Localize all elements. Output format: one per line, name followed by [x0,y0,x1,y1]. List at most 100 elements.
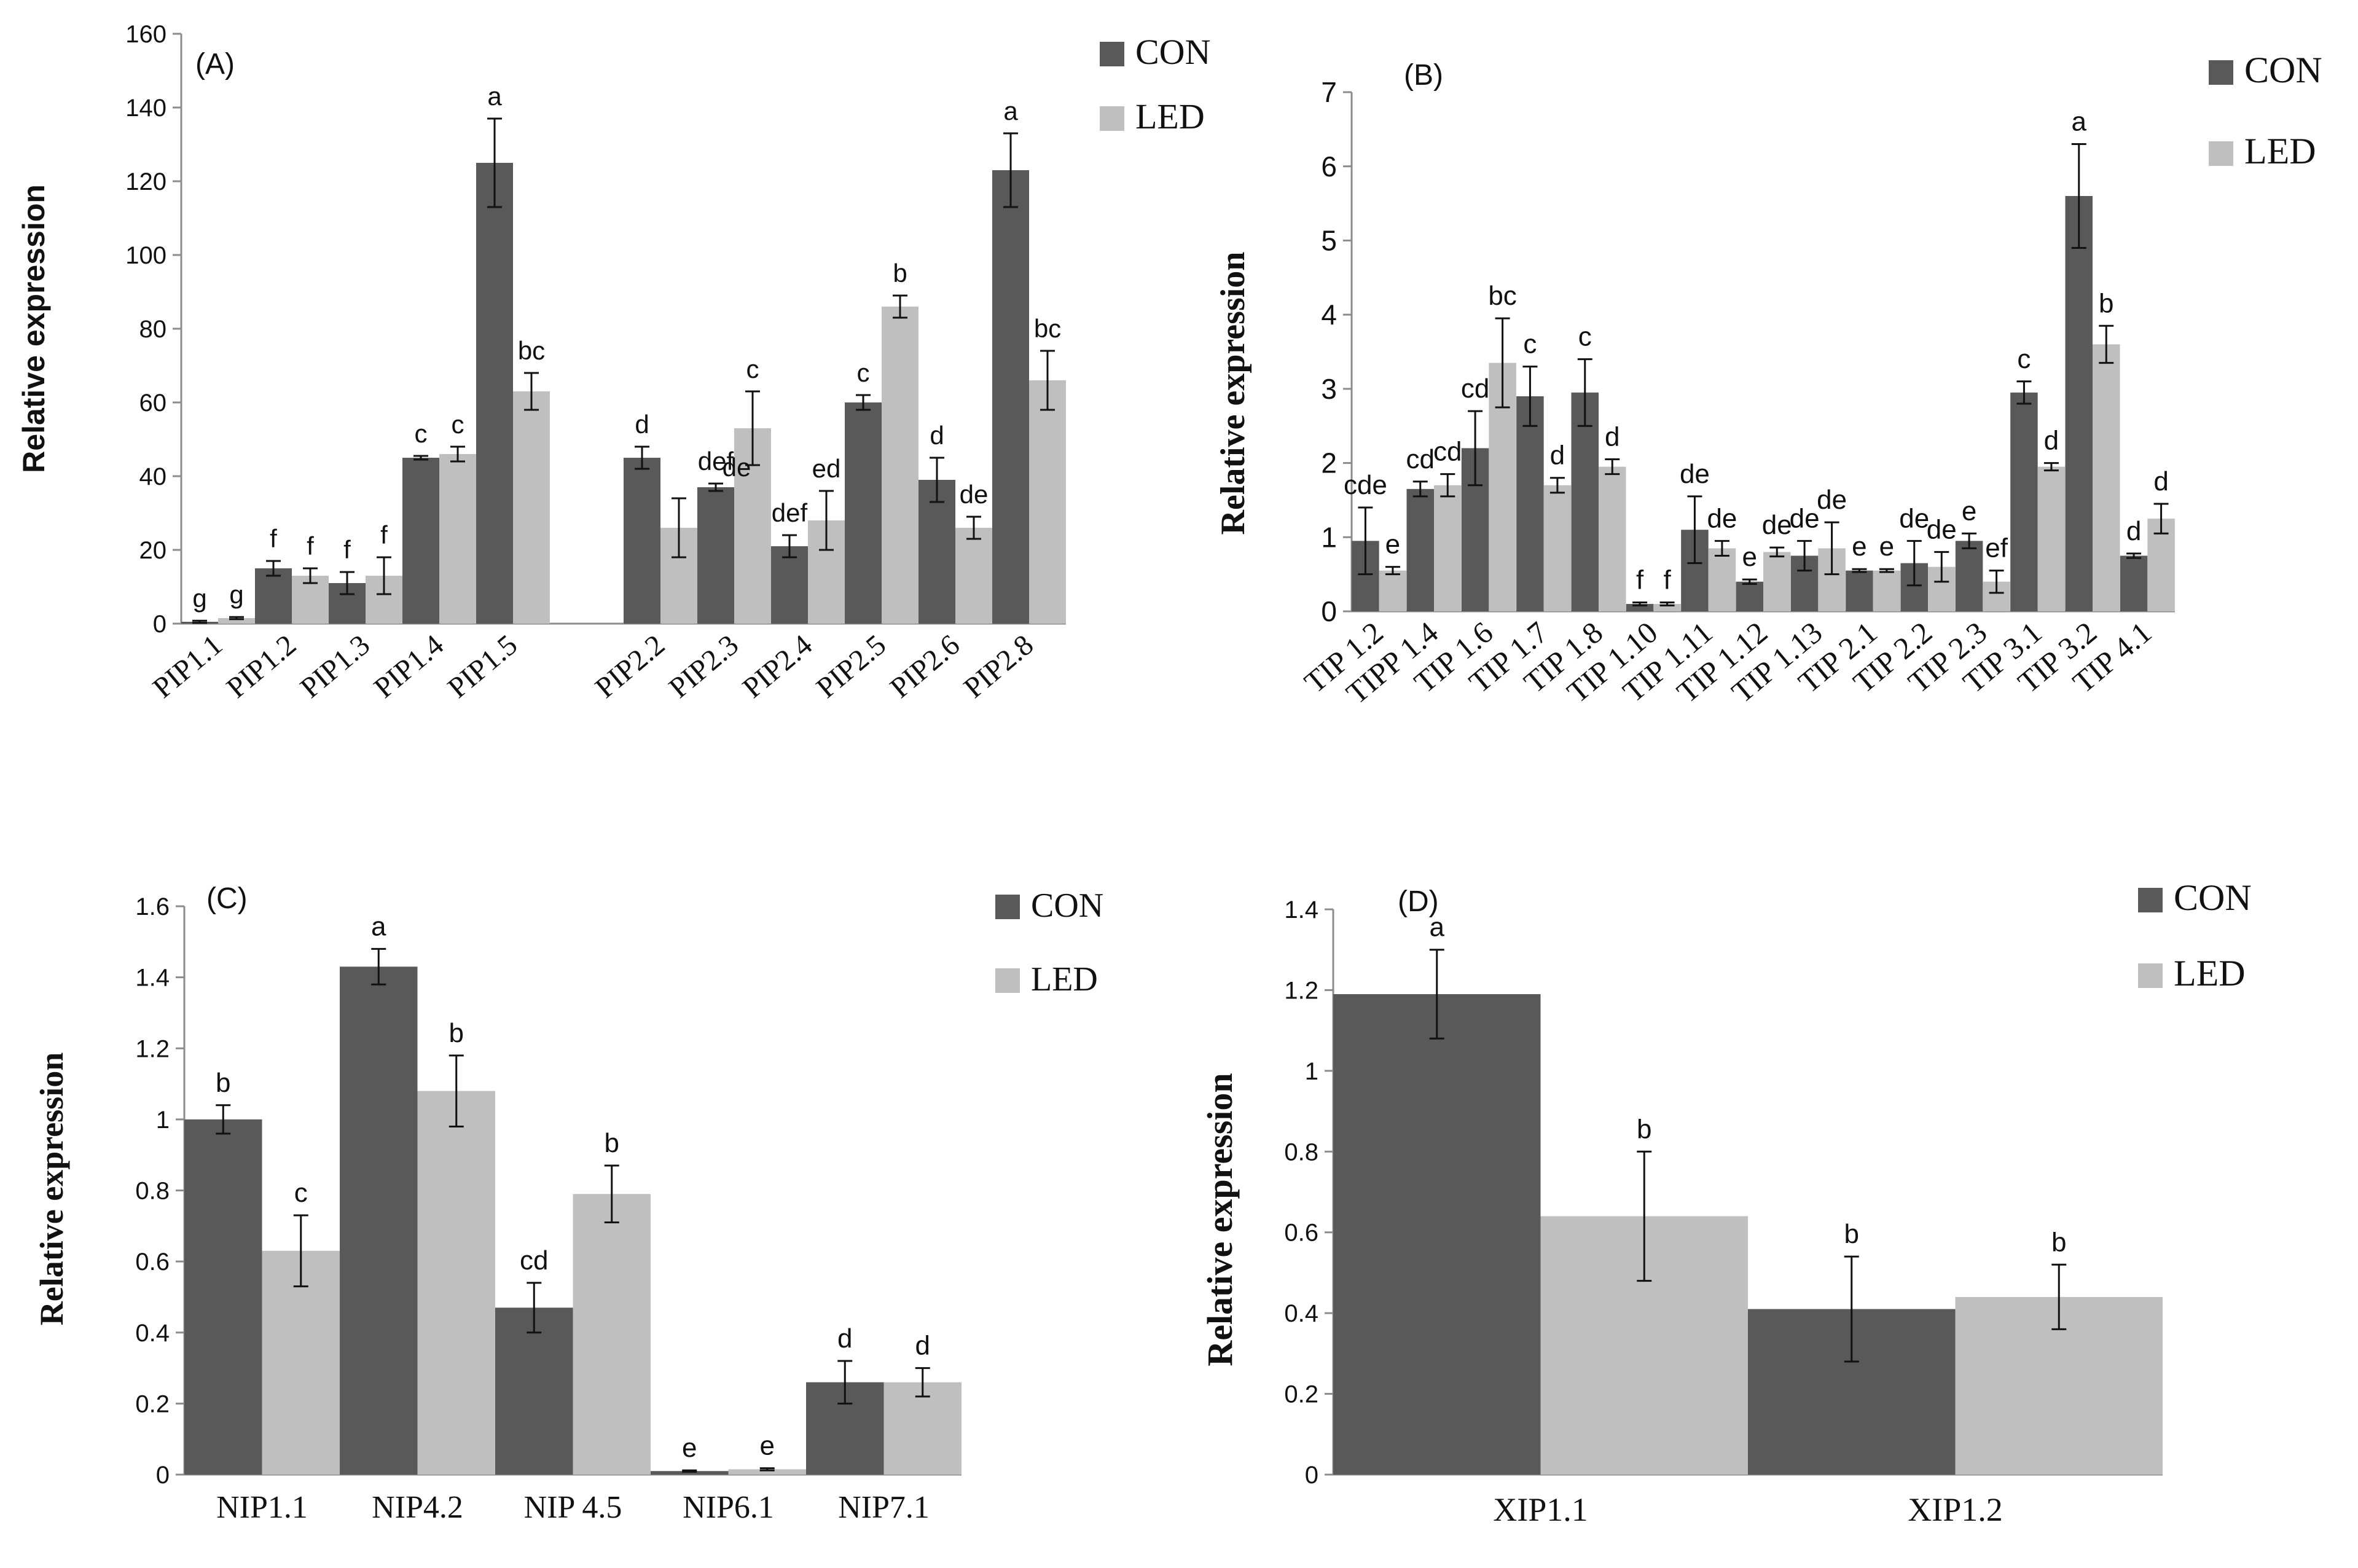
bar-led [417,1091,495,1475]
significance-letter: c [1523,329,1537,359]
bar-con [184,1119,262,1475]
significance-letter: de [1790,503,1820,533]
significance-letter: de [1680,459,1710,489]
bar-led [728,1469,806,1475]
significance-letter: def [698,447,734,476]
significance-letter: c [857,358,870,387]
significance-letter: c [294,1178,308,1208]
chart-panel-3: 0 0.2 0.4 0.6 0.8 1 1.2 1.4 1.6 Relative expressi… [33,882,1103,1525]
significance-letter: cd [1461,374,1489,404]
significance-letter: ed [812,454,841,483]
y-tick-label: 0.8 [1284,1139,1318,1166]
bar-led [218,618,255,624]
y-tick-label: 1.6 [135,893,170,920]
bar-con [771,546,808,624]
significance-letter: b [449,1018,464,1048]
bar-con [2120,555,2148,611]
y-tick-label: 40 [139,463,167,490]
legend-label-con: CON [1031,887,1103,925]
bar-con [651,1471,729,1475]
x-tick-label: PIP2.2 [589,629,671,705]
bar-con [2065,196,2093,611]
bar-con [845,402,882,624]
x-tick-label: PIP1.5 [442,629,523,705]
bar-con [992,170,1029,624]
significance-letter: e [682,1433,697,1463]
significance-letter: d [635,410,649,439]
bar-con [624,458,660,624]
y-tick-label: 80 [139,316,167,343]
significance-letter: de [1899,503,1929,533]
significance-letter: c [1578,322,1592,352]
bar-led [1599,466,1626,611]
bar-con [2010,392,2038,611]
significance-letter: bc [1034,314,1061,343]
significance-letter: d [930,421,944,450]
legend-label-led: LED [2244,131,2316,171]
y-tick-label: 1.4 [135,965,170,992]
bar-con [1846,570,1873,611]
significance-letter: f [1663,565,1671,595]
significance-letter: d [837,1323,852,1354]
y-tick-label: 0.4 [1284,1300,1318,1327]
x-tick-label: NIP7.1 [838,1490,930,1525]
x-tick-label: NIP 4.5 [524,1490,622,1525]
significance-letter: f [380,520,388,549]
significance-letter: b [1637,1114,1651,1144]
significance-letter: f [307,531,314,560]
significance-letter: bc [1488,281,1516,311]
x-tick-label: PIP2.6 [884,629,966,705]
y-tick-label: 0.2 [135,1390,170,1417]
significance-letter: d [2126,516,2141,546]
significance-letter: d [2153,466,2168,496]
bar-led [573,1194,651,1475]
panel-label: (B) [1404,59,1443,92]
legend-swatch-con [995,895,1020,919]
significance-letter: a [1430,912,1445,943]
bar-led [513,391,550,624]
significance-letter: b [2099,288,2113,318]
bar-con [1406,488,1434,611]
legend-label-con: CON [1135,32,1210,72]
x-tick-label: PIP2.4 [737,629,818,705]
y-tick-label: 0.8 [135,1178,170,1205]
legend-label-led: LED [1135,96,1205,136]
y-tick-label: 0.6 [135,1249,170,1276]
significance-letter: a [1003,96,1018,125]
bar-led [1763,552,1791,611]
x-tick-label: PIP1.4 [368,629,450,705]
bar-con [476,163,513,624]
bar-led [1873,570,1901,611]
legend-label-led: LED [2174,953,2246,994]
x-tick-label: PIP1.2 [221,629,302,705]
panel-label: (C) [206,882,248,915]
significance-letter: c [415,419,428,448]
y-tick-label: 5 [1321,225,1337,257]
legend-swatch-led [995,968,1020,993]
significance-letter: de [1707,503,1737,533]
bar-con [340,966,418,1475]
y-tick-label: 1.4 [1284,896,1318,923]
significance-letter: cd [520,1245,548,1276]
y-tick-label: 3 [1321,373,1337,405]
bar-led [1708,548,1736,611]
bar-led [955,528,992,624]
y-axis-label: Relative expression [1200,1073,1240,1366]
legend-swatch-con [1100,42,1124,66]
significance-letter: f [270,524,277,553]
bar-led [883,1382,962,1475]
legend-label-con: CON [2174,877,2252,918]
significance-letter: de [960,480,989,509]
significance-letter: a [371,911,386,941]
y-tick-label: 6 [1321,151,1337,182]
significance-letter: d [1550,441,1565,471]
y-tick-label: 1 [1321,521,1337,553]
significance-letter: g [229,580,243,609]
significance-letter: e [760,1431,775,1461]
significance-letter: c [746,355,759,383]
significance-letter: f [343,535,351,564]
panel-label: (A) [195,48,235,80]
legend-label-led: LED [1031,960,1098,998]
